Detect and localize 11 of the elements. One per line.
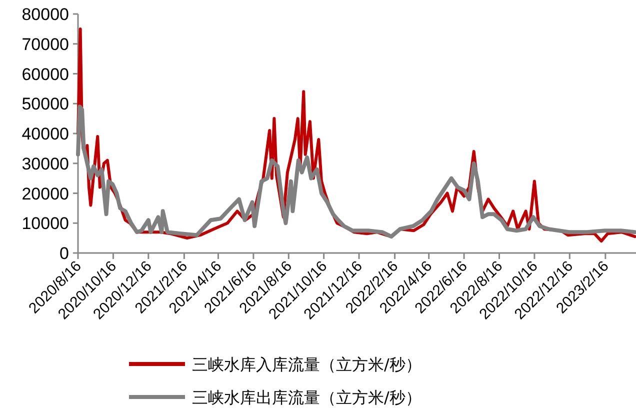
y-tick-label: 20000: [22, 184, 69, 204]
y-tick-label: 10000: [22, 214, 69, 234]
y-tick-label: 40000: [22, 124, 69, 144]
y-tick-label: 70000: [22, 34, 69, 54]
y-tick-label: 80000: [22, 5, 69, 24]
y-tick-label: 50000: [22, 94, 69, 114]
y-tick-label: 30000: [22, 154, 69, 174]
y-tick-label: 0: [60, 244, 69, 263]
legend-label: 三峡水库出库流量（立方米/秒）: [192, 388, 422, 407]
legend-label: 三峡水库入库流量（立方米/秒）: [192, 355, 422, 374]
y-tick-label: 60000: [22, 64, 69, 84]
